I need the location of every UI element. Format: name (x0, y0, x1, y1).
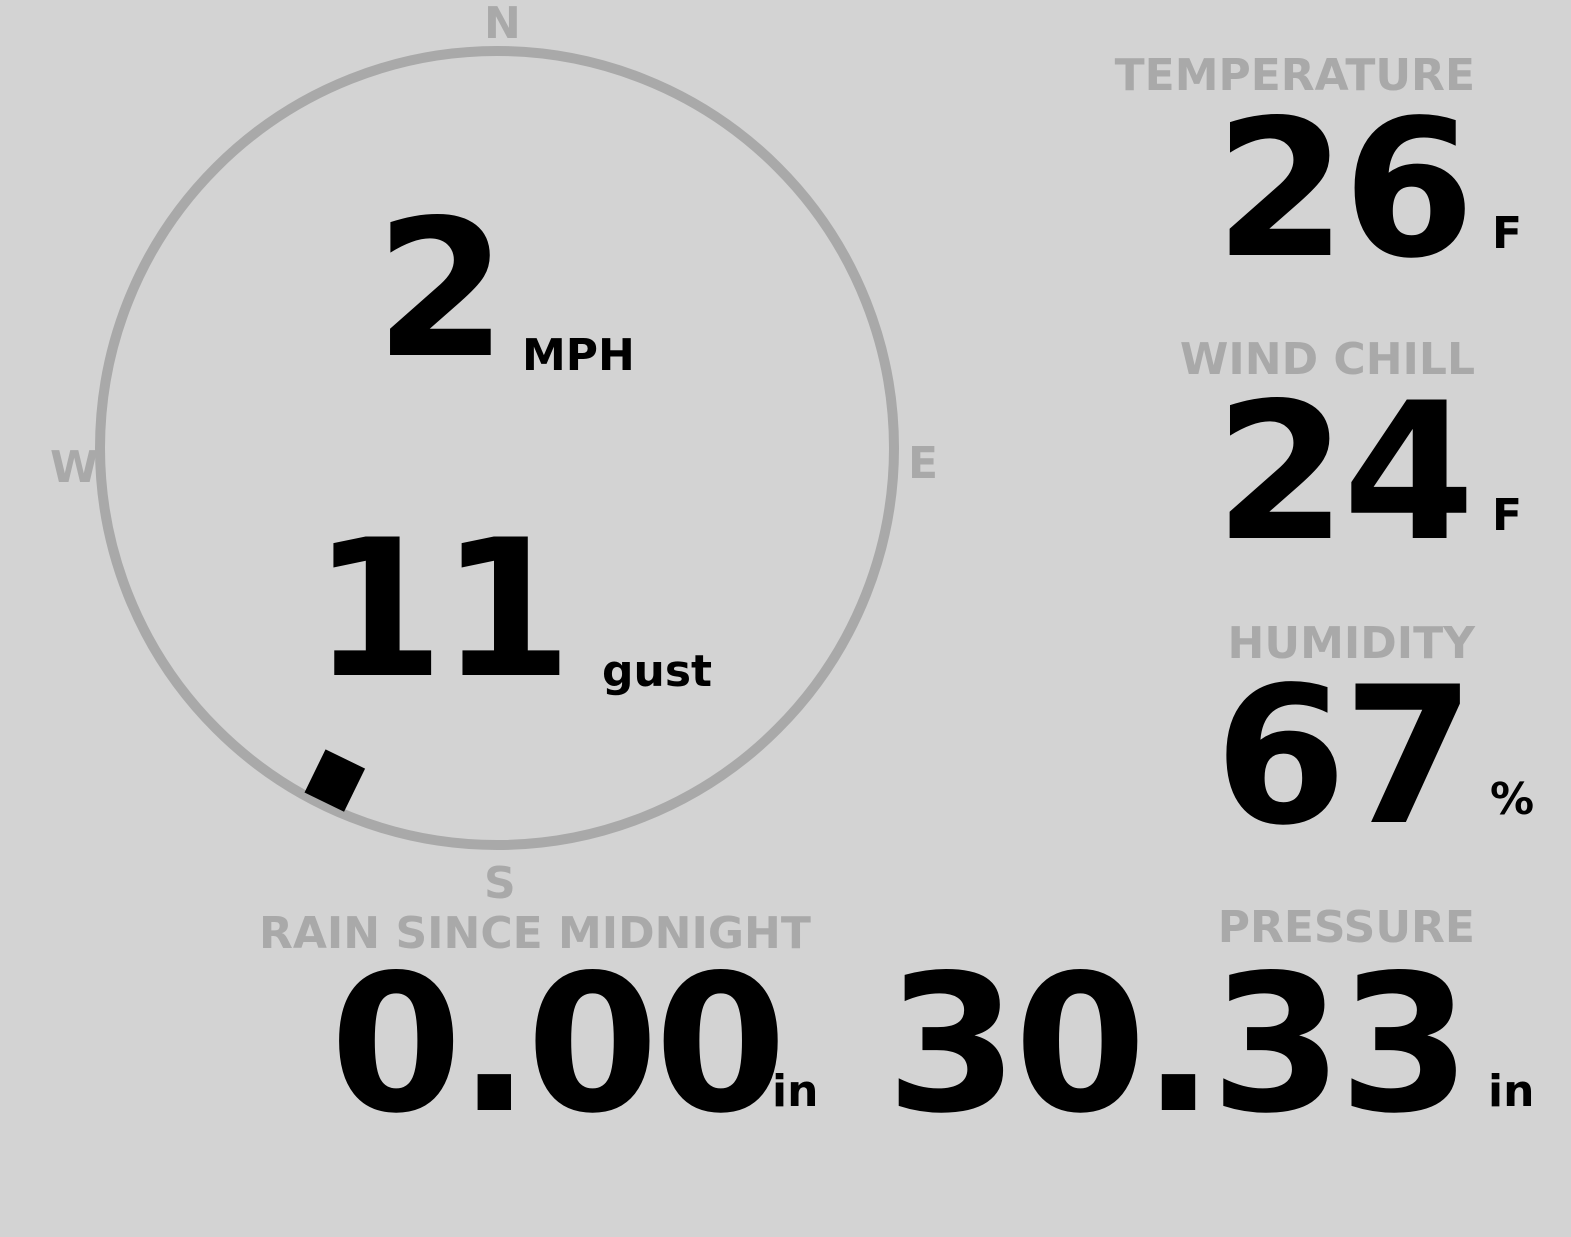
pressure-unit: in (1488, 1066, 1535, 1117)
humidity-value: 67 (1214, 646, 1475, 867)
wind-chill-label: WIND CHILL (1179, 334, 1475, 385)
wind-gust-value: 11 (312, 499, 572, 720)
wind-speed-unit: MPH (522, 330, 635, 381)
rain-unit: in (772, 1066, 819, 1117)
rain-label: RAIN SINCE MIDNIGHT (259, 908, 811, 959)
humidity-unit: % (1490, 774, 1535, 825)
wind-speed-value: 2 (375, 179, 507, 400)
wind-chill-unit: F (1492, 490, 1523, 541)
wind-direction-marker (304, 749, 366, 812)
rain-value: 0.00 (330, 934, 787, 1155)
humidity-label: HUMIDITY (1227, 618, 1475, 669)
wind-gust-unit: gust (602, 646, 713, 697)
temperature-value: 26 (1214, 79, 1475, 300)
compass-ring (95, 46, 899, 850)
compass-west-label: W (50, 442, 99, 493)
temperature-label: TEMPERATURE (1114, 50, 1475, 101)
compass-south-label: S (484, 858, 516, 909)
wind-chill-value: 24 (1214, 362, 1475, 583)
compass-east-label: E (908, 438, 939, 489)
temperature-unit: F (1492, 208, 1523, 259)
pressure-value: 30.33 (886, 934, 1471, 1155)
pressure-label: PRESSURE (1217, 902, 1475, 953)
compass-north-label: N (484, 0, 521, 49)
